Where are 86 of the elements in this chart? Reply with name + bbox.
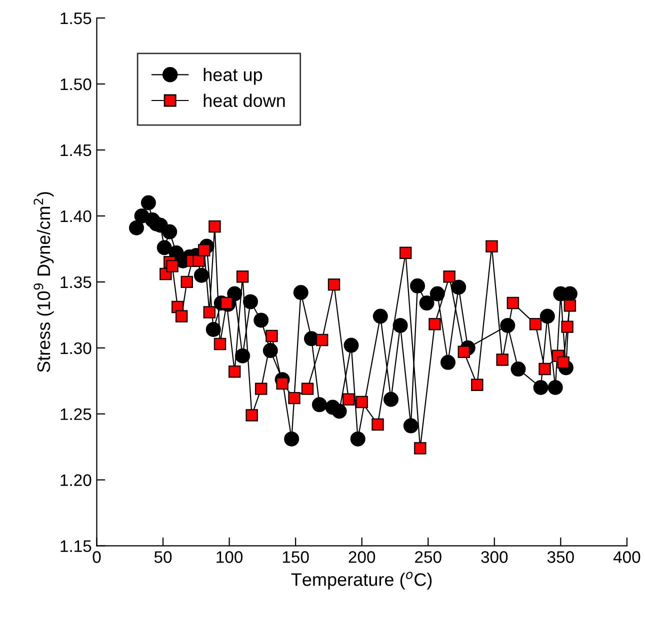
point: [255, 382, 268, 395]
y-tick-label: 1.30: [60, 342, 92, 354]
point: [316, 334, 328, 346]
point: [194, 268, 209, 283]
point: [246, 409, 258, 422]
point: [293, 284, 308, 300]
x-tick-label: 50: [154, 551, 172, 563]
point: [430, 286, 445, 302]
x-tick-label: 100: [216, 551, 243, 563]
point: [419, 296, 434, 311]
point: [301, 382, 314, 395]
point: [486, 240, 498, 252]
y-tick-label: 1.15: [60, 540, 92, 552]
y-tick-label: 1.20: [60, 474, 92, 486]
y-tick-label: 1.40: [60, 210, 92, 222]
x-tick-label: 350: [547, 551, 574, 563]
point: [228, 366, 241, 378]
point: [414, 442, 426, 454]
point: [129, 220, 144, 236]
point: [496, 354, 508, 366]
point: [548, 380, 563, 396]
point: [510, 362, 526, 377]
legend-label: heat up: [204, 68, 262, 85]
y-tick-label: 1.55: [60, 12, 92, 24]
point: [372, 418, 384, 431]
point: [208, 220, 221, 233]
point: [166, 260, 178, 272]
x-tick-label: 250: [415, 551, 442, 563]
point: [392, 318, 408, 333]
point: [288, 392, 300, 404]
point: [203, 306, 216, 318]
point: [410, 278, 426, 294]
point: [206, 322, 221, 337]
y-axis-title: Stress (10$^{9}$ Dyne/cm$^{2}$): [34, 192, 54, 372]
point: [332, 404, 347, 419]
point: [342, 393, 355, 406]
point: [350, 431, 366, 446]
legend-label: heat down: [204, 94, 285, 107]
point: [540, 308, 555, 324]
x-tick-label: 200: [348, 551, 376, 563]
point: [533, 380, 548, 396]
point: [561, 320, 574, 333]
point: [328, 278, 340, 291]
y-tick-label: 1.35: [60, 276, 92, 288]
point: [266, 330, 278, 342]
point: [538, 362, 551, 376]
point: [564, 300, 576, 312]
point: [254, 312, 269, 328]
point: [399, 246, 412, 260]
point: [458, 346, 470, 358]
point: [344, 338, 359, 353]
point: [403, 418, 418, 434]
point: [236, 270, 249, 283]
point: [243, 294, 258, 310]
y-tick-label: 1.45: [60, 144, 92, 156]
x-tick-label: 0: [92, 551, 101, 563]
y-tick-label: 1.25: [60, 408, 92, 420]
point: [557, 356, 570, 369]
point: [198, 244, 210, 256]
point: [192, 254, 205, 267]
point: [372, 308, 388, 324]
point: [162, 224, 178, 240]
point: [175, 310, 188, 322]
point: [506, 296, 520, 310]
point: [471, 378, 484, 391]
point: [180, 276, 193, 288]
point: [356, 396, 368, 408]
x-tick-label: 300: [481, 551, 508, 563]
x-tick-label: 150: [282, 551, 309, 563]
x-axis-title: Temperature ($^{o}$C): [291, 572, 432, 590]
x-tick-label: 400: [613, 551, 640, 563]
point: [443, 270, 456, 283]
point: [428, 318, 441, 330]
point: [214, 338, 226, 350]
point: [276, 377, 288, 390]
point: [312, 397, 327, 412]
point: [284, 431, 300, 446]
point: [529, 318, 542, 330]
point: [384, 392, 399, 407]
point: [140, 195, 156, 210]
point: [156, 240, 172, 256]
y-tick-label: 1.50: [60, 78, 92, 90]
point: [440, 354, 456, 370]
point: [500, 318, 516, 333]
point: [451, 280, 466, 295]
point: [235, 348, 250, 364]
